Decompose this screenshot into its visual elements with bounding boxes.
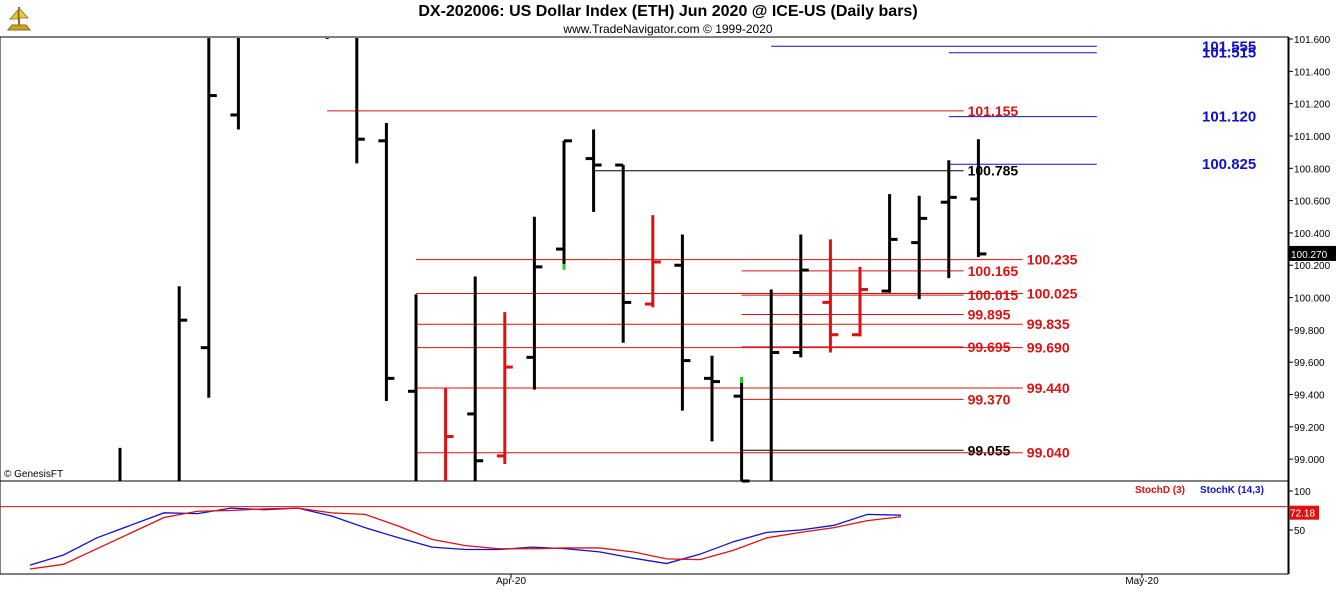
price-ytick-label: 100.400: [1294, 229, 1331, 240]
chart-header: DX-202006: US Dollar Index (ETH) Jun 202…: [0, 0, 1336, 38]
level-label-101.155: 101.155: [968, 103, 1019, 119]
price-ytick-label: 101.400: [1294, 67, 1331, 78]
price-ytick-label: 101.200: [1294, 100, 1331, 111]
legend-stochk: StochK (14,3): [1200, 485, 1264, 496]
level-label-99.370: 99.370: [968, 391, 1011, 407]
level-label-99.690: 99.690: [1027, 340, 1070, 356]
price-ytick-label: 101.000: [1294, 132, 1331, 143]
last-price-tag: [1289, 245, 1336, 261]
price-ytick-label: 99.400: [1294, 391, 1325, 402]
last-price-label: 100.270: [1291, 250, 1328, 261]
price-ytick-label: 100.000: [1294, 294, 1331, 305]
level-label-99.835: 99.835: [1027, 316, 1070, 332]
level-label-99.895: 99.895: [968, 307, 1011, 323]
level-label-100.015: 100.015: [968, 287, 1019, 303]
stoch-ytick-label: 100: [1294, 487, 1311, 498]
legend-stochd: StochD (3): [1135, 485, 1185, 496]
trade-navigator-logo-icon: [6, 6, 32, 31]
price-ytick-label: 99.200: [1294, 423, 1325, 434]
copyright-label: © GenesisFT: [4, 469, 63, 480]
level-label-101.555: 101.555: [1202, 38, 1256, 55]
level-label-99.040: 99.040: [1027, 445, 1070, 461]
level-label-99.440: 99.440: [1027, 380, 1070, 396]
level-label-101.120: 101.120: [1202, 109, 1256, 126]
stoch-line-d: [29, 507, 902, 570]
indicator-panel-frame: [0, 480, 1289, 575]
price-ytick-label: 99.800: [1294, 326, 1325, 337]
level-label-101.515: 101.515: [1202, 45, 1256, 62]
price-ytick-label: 100.600: [1294, 197, 1331, 208]
price-panel-frame: [0, 36, 1289, 482]
level-label-100.025: 100.025: [1027, 286, 1078, 302]
level-label-100.825: 100.825: [1202, 156, 1256, 173]
stoch-ytick-label: 50: [1294, 526, 1306, 537]
x-tick-label: May-20: [1125, 576, 1159, 587]
price-ytick-label: 101.600: [1294, 35, 1331, 46]
level-label-100.165: 100.165: [968, 263, 1019, 279]
price-ytick-label: 99.000: [1294, 455, 1325, 466]
chart-title: DX-202006: US Dollar Index (ETH) Jun 202…: [418, 3, 918, 20]
price-ytick-label: 100.800: [1294, 164, 1331, 175]
stoch-last-tag: [1289, 505, 1319, 520]
price-ytick-label: 99.600: [1294, 358, 1325, 369]
price-ytick-label: 100.200: [1294, 261, 1331, 272]
level-label-99.695: 99.695: [968, 339, 1011, 355]
stoch-line-k: [29, 507, 902, 566]
x-tick-label: Apr-20: [496, 576, 526, 587]
level-label-100.785: 100.785: [968, 163, 1019, 179]
level-label-100.235: 100.235: [1027, 252, 1078, 268]
stoch-last-label: 72.18: [1290, 509, 1315, 520]
chart-subtitle: www.TradeNavigator.com © 1999-2020: [563, 22, 773, 36]
level-label-99.055: 99.055: [968, 442, 1011, 458]
